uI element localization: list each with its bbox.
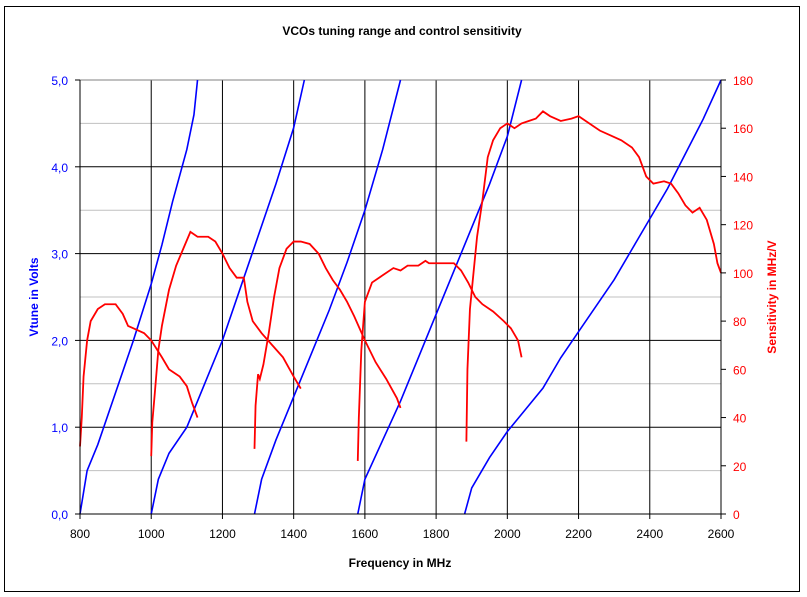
sensitivity-line xyxy=(150,230,302,457)
x-tick-label: 1400 xyxy=(280,527,307,541)
x-tick-label: 1200 xyxy=(209,527,236,541)
y2-tick-label: 0 xyxy=(733,508,740,522)
x-tick-label: 2200 xyxy=(565,527,592,541)
x-tick-label: 800 xyxy=(70,527,90,541)
sensitivity-line xyxy=(253,240,402,449)
x-tick-label: 1800 xyxy=(423,527,450,541)
y2-tick-label: 120 xyxy=(733,219,753,233)
chart-frame xyxy=(4,6,800,592)
y2-tick-label: 180 xyxy=(733,74,753,88)
y-tick-label: 1,0 xyxy=(51,421,68,435)
x-tick-label: 1600 xyxy=(352,527,379,541)
y-tick-label: 0,0 xyxy=(51,508,68,522)
y2-axis-label: Sensitivity in MHz/V xyxy=(765,240,779,353)
y-tick-label: 3,0 xyxy=(51,248,68,262)
y2-tick-label: 20 xyxy=(733,460,747,474)
y2-tick-label: 40 xyxy=(733,412,747,426)
vtune-line xyxy=(79,79,199,515)
y2-tick-label: 80 xyxy=(733,315,747,329)
y2-tick-label: 60 xyxy=(733,363,747,377)
y2-tick-label: 100 xyxy=(733,267,753,281)
y-tick-label: 5,0 xyxy=(51,74,68,88)
x-axis-label: Frequency in MHz xyxy=(349,556,452,570)
x-tick-label: 2600 xyxy=(708,527,735,541)
vtune-line xyxy=(150,79,306,515)
vtune-line xyxy=(356,79,523,515)
vtune-line xyxy=(463,79,722,515)
sensitivity-line xyxy=(79,303,199,447)
y-tick-label: 4,0 xyxy=(51,161,68,175)
sensitivity-line xyxy=(465,110,722,442)
vtune-line xyxy=(253,79,402,515)
x-tick-label: 1000 xyxy=(138,527,165,541)
x-tick-label: 2000 xyxy=(494,527,521,541)
y2-tick-label: 160 xyxy=(733,122,753,136)
chart-title: VCOs tuning range and control sensitivit… xyxy=(282,24,522,38)
sensitivity-line xyxy=(356,259,523,461)
y-axis-label: Vtune in Volts xyxy=(27,257,41,336)
x-tick-label: 2400 xyxy=(636,527,663,541)
y-tick-label: 2,0 xyxy=(51,334,68,348)
y2-tick-label: 140 xyxy=(733,170,753,184)
